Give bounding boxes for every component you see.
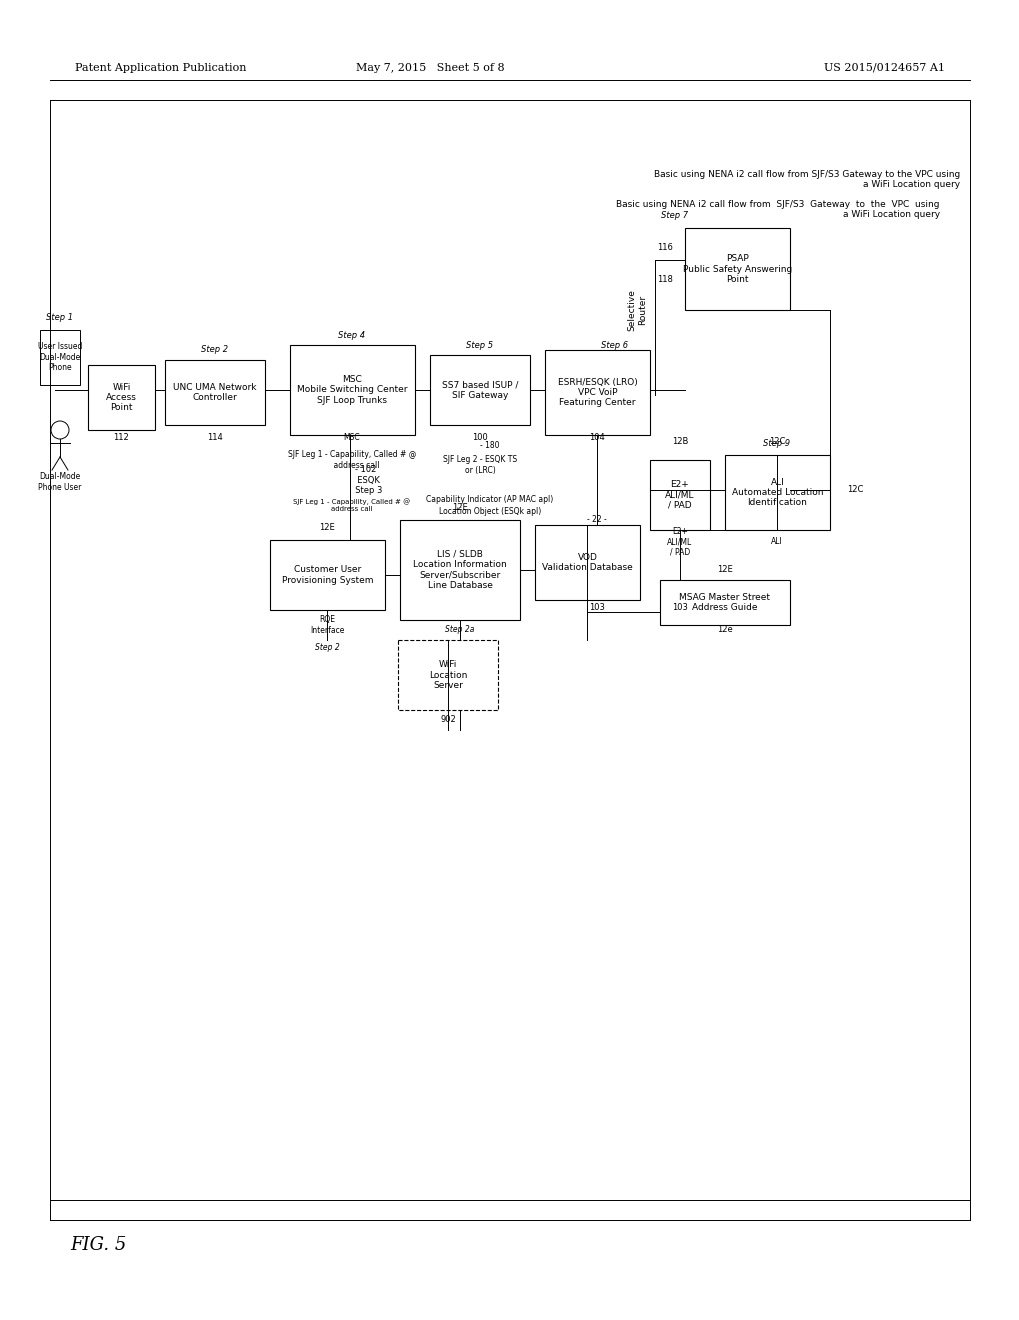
Bar xyxy=(659,579,790,624)
Text: MSAG Master Street
Address Guide: MSAG Master Street Address Guide xyxy=(679,593,769,612)
Text: Step 6: Step 6 xyxy=(601,341,628,350)
Text: 112: 112 xyxy=(113,433,128,441)
Text: 12E: 12E xyxy=(319,524,334,532)
Text: 100: 100 xyxy=(472,433,487,441)
Text: ALI: ALI xyxy=(770,537,783,546)
Text: Step 2a: Step 2a xyxy=(445,626,474,635)
Text: SS7 based ISUP /
SIF Gateway: SS7 based ISUP / SIF Gateway xyxy=(441,380,518,400)
Text: Step 5: Step 5 xyxy=(466,341,493,350)
Text: FIG. 5: FIG. 5 xyxy=(70,1236,126,1254)
Bar xyxy=(289,345,415,436)
Text: - 22 -: - 22 - xyxy=(587,516,606,524)
Text: Step 4: Step 4 xyxy=(338,330,365,339)
Text: 103: 103 xyxy=(672,602,687,611)
Text: PSAP
Public Safety Answering
Point: PSAP Public Safety Answering Point xyxy=(682,253,792,284)
Text: RQE
Interface: RQE Interface xyxy=(310,615,343,635)
Text: SJF Leg 1 - Capability, Called # @
address call: SJF Leg 1 - Capability, Called # @ addre… xyxy=(293,498,411,512)
Text: ALI
Automated Location
Identification: ALI Automated Location Identification xyxy=(731,478,822,507)
Text: May 7, 2015   Sheet 5 of 8: May 7, 2015 Sheet 5 of 8 xyxy=(356,63,503,73)
Text: Step 7: Step 7 xyxy=(660,210,688,219)
Bar xyxy=(685,228,790,310)
Text: 104: 104 xyxy=(589,433,604,441)
Bar xyxy=(88,366,155,430)
Text: WiFi
Access
Point: WiFi Access Point xyxy=(106,383,137,412)
Text: 12e: 12e xyxy=(716,626,733,635)
Text: 118: 118 xyxy=(656,276,673,285)
Text: Patent Application Publication: Patent Application Publication xyxy=(75,63,247,73)
Text: Step 9: Step 9 xyxy=(762,438,790,447)
Text: 12C: 12C xyxy=(846,486,862,495)
Text: MSC
Mobile Switching Center
SJF Loop Trunks: MSC Mobile Switching Center SJF Loop Tru… xyxy=(297,375,408,405)
Text: 12E: 12E xyxy=(716,565,733,574)
Text: 902: 902 xyxy=(439,715,455,725)
Text: SJF Leg 2 - ESQK TS
or (LRC): SJF Leg 2 - ESQK TS or (LRC) xyxy=(442,455,517,475)
Text: Dual-Mode
Phone User: Dual-Mode Phone User xyxy=(39,473,82,492)
Bar xyxy=(544,350,649,436)
Bar xyxy=(165,360,265,425)
Text: Step 1: Step 1 xyxy=(47,314,73,322)
Text: 114: 114 xyxy=(207,433,223,441)
Text: 116: 116 xyxy=(656,243,673,252)
Text: 103: 103 xyxy=(589,602,604,611)
Text: MSC: MSC xyxy=(343,433,360,441)
Bar xyxy=(270,540,384,610)
Text: SJF Leg 1 - Capability, Called # @
    address call: SJF Leg 1 - Capability, Called # @ addre… xyxy=(287,450,416,470)
Text: UNC UMA Network
Controller: UNC UMA Network Controller xyxy=(173,383,257,403)
Text: Basic using NENA i2 call flow from SJF/S3 Gateway to the VPC using
a WiFi Locati: Basic using NENA i2 call flow from SJF/S… xyxy=(653,170,959,189)
Bar xyxy=(40,330,79,385)
Bar xyxy=(649,459,709,531)
Text: 12B: 12B xyxy=(672,437,688,446)
Text: 12C: 12C xyxy=(768,437,785,446)
Bar xyxy=(535,525,639,601)
Text: LIS / SLDB
Location Information
Server/Subscriber
Line Database: LIS / SLDB Location Information Server/S… xyxy=(413,550,506,590)
Text: Basic using NENA i2 call flow from  SJF/S3  Gateway  to  the  VPC  using
a WiFi : Basic using NENA i2 call flow from SJF/S… xyxy=(615,201,940,219)
Text: E2+
ALI/ML
/ PAD: E2+ ALI/ML / PAD xyxy=(664,480,694,510)
Text: WiFi
Location
Server: WiFi Location Server xyxy=(428,660,467,690)
Bar xyxy=(430,355,530,425)
Text: ESRH/ESQK (LRO)
VPC VoiP
Featuring Center: ESRH/ESQK (LRO) VPC VoiP Featuring Cente… xyxy=(557,378,637,408)
Bar xyxy=(397,640,497,710)
Bar xyxy=(725,455,829,531)
Text: Capability Indicator (AP MAC apl): Capability Indicator (AP MAC apl) xyxy=(426,495,553,504)
Text: Step 2: Step 2 xyxy=(314,644,339,652)
Text: Customer User
Provisioning System: Customer User Provisioning System xyxy=(281,565,373,585)
Text: Selective
Router: Selective Router xyxy=(627,289,646,331)
Text: Step 2: Step 2 xyxy=(201,346,228,355)
Text: Location Object (ESQk apl): Location Object (ESQk apl) xyxy=(438,507,541,516)
Text: - 102
  ESQK
  Step 3: - 102 ESQK Step 3 xyxy=(350,465,382,495)
Text: US 2015/0124657 A1: US 2015/0124657 A1 xyxy=(823,63,944,73)
Text: User Issued
Dual-Mode
Phone: User Issued Dual-Mode Phone xyxy=(38,342,83,372)
Text: 12E: 12E xyxy=(451,503,468,512)
Text: E2+
ALI/ML
/ PAD: E2+ ALI/ML / PAD xyxy=(666,527,692,557)
Text: - 180: - 180 xyxy=(480,441,499,450)
Text: VOD
Validation Database: VOD Validation Database xyxy=(541,553,632,572)
Bar xyxy=(399,520,520,620)
